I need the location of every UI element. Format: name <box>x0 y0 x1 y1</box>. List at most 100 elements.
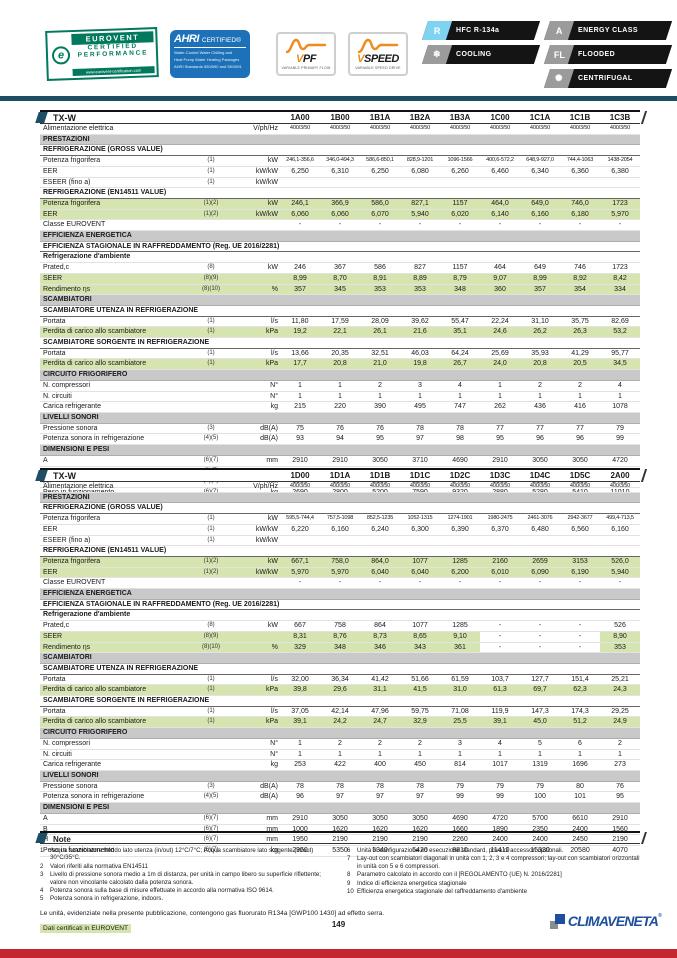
value-cell: 273 <box>614 761 626 769</box>
row-unit: dB(A) <box>260 782 278 790</box>
row-label: Potenza frigorifera <box>43 515 101 523</box>
value-cell: 400/3/50 <box>329 483 351 489</box>
value-cell: - <box>378 221 382 229</box>
value-cell: 5,970 <box>331 568 349 576</box>
value-cell: 1 <box>498 392 502 400</box>
value-cell: 852,5-1235 <box>366 515 394 522</box>
climaveneta-squares-icon <box>549 913 565 929</box>
section-header: LIVELLI SONORI <box>40 412 640 424</box>
value-cell: 6,560 <box>571 525 589 533</box>
value-cell: 62,3 <box>573 686 587 694</box>
value-cell: 2910 <box>332 456 348 464</box>
value-cell: - <box>560 631 600 642</box>
table-row: EER (1) kW/kW 6,220 6,160 6,240 6,300 6,390 6,37… <box>40 525 640 536</box>
value-cell: 39,1 <box>293 718 307 726</box>
row-label: N. circuiti <box>43 750 72 758</box>
value-cell: 1285 <box>452 622 468 630</box>
value-cell: - <box>618 579 622 587</box>
value-cell: 246,1 <box>291 199 309 207</box>
row-note-ref <box>190 392 232 402</box>
table-body: Alimentazione elettrica V/ph/Hz 400/3/50 40… <box>40 124 640 499</box>
row-unit <box>232 632 280 642</box>
value-cell: 6,240 <box>371 525 389 533</box>
value-cell: 39,1 <box>493 718 507 726</box>
vspeed-subtitle: VARIABLE SPEED DRIVE <box>355 66 401 70</box>
subsection-header: SCAMBIATORE SORGENTE IN REFRIGERAZIONE <box>40 696 640 707</box>
value-cell: 9,10 <box>453 632 467 640</box>
value-cell: 450 <box>414 761 426 769</box>
value-cell: 495 <box>414 403 426 411</box>
section-header: DIMENSIONI E PESI <box>40 803 640 814</box>
value-cell: 1 <box>378 392 382 400</box>
value-cell <box>360 536 400 546</box>
value-cell: - <box>298 221 302 229</box>
row-label: ESEER (fino a) <box>43 178 91 186</box>
value-cell: 357 <box>294 285 306 293</box>
value-cell: 400/3/50 <box>449 483 471 489</box>
value-cell: 97 <box>336 793 344 801</box>
value-cell: 6,060 <box>331 210 349 218</box>
subsection-header: REFRIGERAZIONE (EN14511 VALUE) <box>40 188 640 199</box>
value-cell: 6,300 <box>411 525 429 533</box>
value-cell: 53,2 <box>613 328 627 336</box>
table-row: Prated,c (8) kW 246 367 586 827 1157 464 649 746 17… <box>40 263 640 274</box>
value-cell: 246 <box>294 264 306 272</box>
value-cell: 24,0 <box>493 360 507 368</box>
row-label: A <box>43 456 48 464</box>
value-cell: 1 <box>298 381 302 389</box>
value-cell: 864,0 <box>371 557 389 565</box>
value-cell: 1620 <box>372 825 388 833</box>
value-cell: 25,69 <box>491 349 509 357</box>
table-row: Portata (1) l/s 32,00 36,34 41,42 51,66 61,59 10… <box>40 675 640 686</box>
model-column-header: 1D4C <box>529 471 551 480</box>
spec-table-2: TX-W 1D00 1D1A 1D1B 1D1C 1D2C 1D3C 1D4C 1D5C 2A0… <box>35 468 640 857</box>
row-unit: V/ph/Hz <box>253 125 278 132</box>
eurovent-e-icon: e <box>49 34 72 77</box>
note-text: Potenza sonora sulla base di misure effe… <box>50 887 274 895</box>
value-cell: 1980-2475 <box>487 515 513 522</box>
note-number: 10 <box>347 888 354 896</box>
value-cell: 41,42 <box>371 675 389 683</box>
value-cell: 147,3 <box>531 707 549 715</box>
table-title: TX-W <box>53 112 76 123</box>
note-text: Potenza sonora in refrigerazione, indoor… <box>50 895 164 903</box>
model-column-header: 1B00 <box>330 113 350 122</box>
row-label: Potenza frigorifera <box>43 557 101 565</box>
value-cell: 649,0 <box>531 199 549 207</box>
value-cell: 526 <box>614 622 626 630</box>
table-row: A (6)(7) mm 2910 2910 3050 3710 4690 2910 3050 305… <box>40 456 640 467</box>
table-row: Portata (1) l/s 37,05 42,14 47,96 59,75 71,08 11… <box>40 707 640 718</box>
model-column-header: 1C00 <box>490 113 510 122</box>
row-label: EER <box>43 210 58 218</box>
value-cell: 95 <box>616 793 624 801</box>
value-cell: 353 <box>414 285 426 293</box>
note-item: 1 Acqua scambiatore freddo lato utenza (i… <box>40 847 333 862</box>
value-cell: 4690 <box>452 814 468 822</box>
value-cell: 5340 <box>372 846 388 854</box>
fluorinated-gas-statement: Le unità, evidenziate nella presente pub… <box>40 909 385 917</box>
row-note-ref: (1)(2) <box>203 557 219 564</box>
brand-square-gray <box>549 920 558 929</box>
value-cell: - <box>338 221 342 229</box>
value-cell: 20,8 <box>533 360 547 368</box>
value-cell: 26,2 <box>533 328 547 336</box>
row-note-ref: (1)(2) <box>203 210 219 217</box>
notes-right-column: 6 Unità in configurazione ed esecuzione s… <box>347 847 640 904</box>
value-cell: 2942-3677 <box>567 515 593 522</box>
value-cell: 2350 <box>532 825 548 833</box>
model-column-header: 1A00 <box>290 113 310 122</box>
value-cell: 8,99 <box>293 274 307 282</box>
value-cell: 400,6-572,2 <box>486 157 514 164</box>
value-cell: 31,0 <box>453 686 467 694</box>
value-cell: 45,0 <box>533 718 547 726</box>
model-column-header: 1D3C <box>489 471 511 480</box>
value-cell: 61,3 <box>493 686 507 694</box>
value-cell: 41,5 <box>413 686 427 694</box>
value-cell: 400/3/50 <box>569 483 591 489</box>
row-label: Pressione sonora <box>43 424 98 432</box>
value-cell: 8,99 <box>533 274 547 282</box>
note-item: 2 Valori riferiti alla normativa EN14511 <box>40 863 333 870</box>
value-cell: 26,3 <box>573 328 587 336</box>
table-row: Portata (1) l/s 13,66 20,35 32,51 46,03 64,24 25… <box>40 349 640 360</box>
value-cell: 76 <box>616 782 624 790</box>
